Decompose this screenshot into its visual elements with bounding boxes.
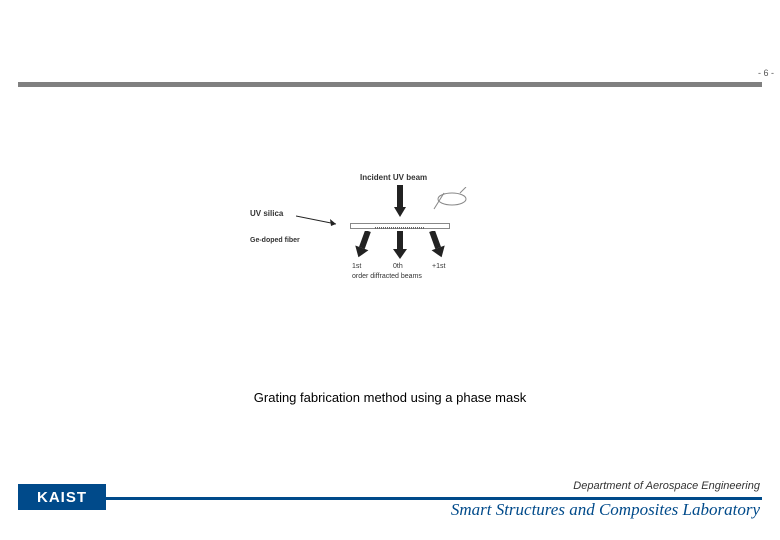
kaist-logo: KAIST — [18, 484, 106, 510]
department-label: Department of Aerospace Engineering — [573, 480, 760, 492]
footer: Department of Aerospace Engineering KAIS… — [18, 478, 762, 518]
slide: - 6 - Incident UV beam UV silica Ge-dope… — [0, 0, 780, 540]
diffracted-arrow-left-icon — [354, 231, 382, 263]
diagram-label-uv-silica: UV silica — [250, 209, 283, 218]
diagram-label-fiber: Ge-doped fiber — [250, 237, 300, 244]
phase-mask-grating — [375, 227, 425, 229]
diagram-order-right: +1st — [432, 263, 445, 270]
diagram-order-left: 1st — [352, 263, 361, 270]
figure-caption: Grating fabrication method using a phase… — [0, 390, 780, 405]
diagram-label-incident: Incident UV beam — [360, 173, 427, 182]
diagram-order-center: 0th — [393, 263, 403, 270]
incident-arrow-icon — [394, 185, 406, 219]
laboratory-label: Smart Structures and Composites Laborato… — [451, 500, 760, 520]
diffracted-arrow-right-icon — [418, 231, 446, 263]
phase-mask-diagram: Incident UV beam UV silica Ge-doped fibe… — [250, 175, 550, 295]
page-number: - 6 - — [758, 68, 774, 78]
diffracted-arrow-center-icon — [391, 231, 409, 261]
label-arrow-icon — [296, 212, 346, 226]
horizontal-rule — [18, 82, 762, 87]
lens-icon — [432, 187, 472, 215]
diagram-order-caption: order diffracted beams — [352, 273, 422, 280]
